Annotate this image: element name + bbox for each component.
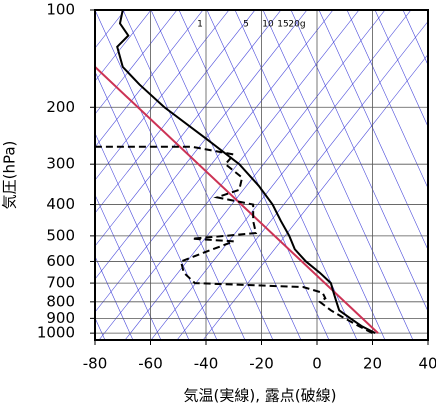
reference-line — [95, 10, 230, 181]
reference-line — [178, 10, 330, 340]
annotation: 10 — [262, 20, 274, 30]
y-tick-label: 1000 — [37, 324, 75, 342]
reference-line — [95, 255, 134, 340]
x-tick-label: -40 — [194, 355, 219, 373]
reference-line — [431, 10, 436, 340]
annotation: 5 — [243, 20, 249, 30]
reference-line — [234, 10, 386, 340]
reference-line — [95, 10, 178, 115]
reference-line — [95, 10, 204, 148]
reference-line — [150, 10, 412, 340]
profile-line — [95, 145, 373, 335]
reference-line — [402, 10, 428, 66]
y-tick-label: 600 — [46, 252, 75, 270]
reference-lines — [95, 10, 436, 340]
reference-line — [95, 10, 282, 247]
x-tick-label: -20 — [249, 355, 274, 373]
y-tick-label: 700 — [46, 274, 75, 292]
annotation: 15 — [277, 20, 288, 30]
reference-line — [290, 10, 428, 313]
reference-line — [95, 10, 256, 214]
profile-line — [116, 10, 376, 335]
reference-line — [202, 53, 428, 340]
reference-line — [95, 10, 152, 82]
reference-line — [95, 132, 190, 340]
annotation: 1 — [197, 20, 203, 30]
reference-line — [122, 10, 274, 340]
x-tick-label: -80 — [83, 355, 108, 373]
y-tick-label: 100 — [46, 1, 75, 19]
y-tick-label: 300 — [46, 155, 75, 173]
x-tick-label: -60 — [138, 355, 163, 373]
y-tick-label: 900 — [46, 309, 75, 327]
reference-line — [150, 10, 302, 340]
y-tick-label: 800 — [46, 292, 75, 310]
reference-line — [374, 10, 428, 128]
reference-line — [206, 10, 358, 340]
y-axis-label: 気圧(hPa) — [1, 141, 19, 210]
reference-line — [318, 10, 428, 251]
y-tick-label: 200 — [46, 98, 75, 116]
x-tick-label: 0 — [312, 355, 322, 373]
reference-line — [346, 10, 428, 189]
x-tick-label: 20 — [363, 355, 382, 373]
x-axis-label: 気温(実線), 露点(破線) — [184, 387, 337, 405]
annotation: 20g — [288, 20, 305, 30]
reference-line — [95, 10, 334, 313]
x-tick-label: 40 — [418, 355, 436, 373]
reference-line — [124, 10, 386, 340]
y-tick-label: 500 — [46, 226, 75, 244]
reference-line — [98, 10, 360, 340]
reference-line — [95, 10, 246, 340]
reference-line — [95, 70, 218, 340]
reference-line — [262, 10, 414, 340]
profile-line — [95, 66, 379, 334]
grid — [94, 9, 429, 340]
reference-line — [95, 10, 308, 280]
reference-line — [95, 194, 162, 340]
y-tick-label: 400 — [46, 195, 75, 213]
profiles — [95, 10, 379, 335]
